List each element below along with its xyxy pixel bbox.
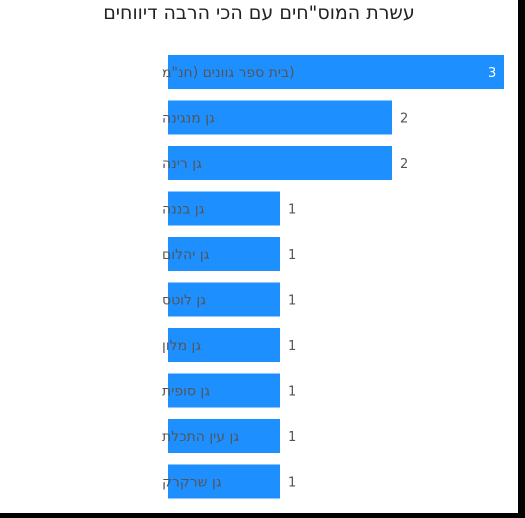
category-label-9: גן עין התכלת (162, 429, 239, 445)
bar-1[interactable] (168, 55, 504, 89)
value-label-2: 2 (400, 112, 408, 127)
value-label-1: 3 (488, 66, 496, 81)
chart-title: עשרת המוס"חים עם הכי הרבה דיווחים (103, 2, 415, 24)
value-label-8: 1 (288, 385, 296, 400)
value-label-6: 1 (288, 294, 296, 309)
bar-10[interactable] (168, 464, 280, 499)
bar-9[interactable] (168, 419, 280, 453)
chart-frame: עשרת המוס"חים עם הכי הרבה דיווחים (בית ס… (0, 0, 518, 513)
value-label-3: 2 (400, 157, 408, 172)
category-label-4: גן בננה (162, 202, 205, 218)
bar-2[interactable] (168, 100, 392, 135)
bar-chart: (בית ספר גוונים (חנ"מ 3 גן מנגינה 2 גן רינה 2… (162, 55, 504, 499)
category-label-7: גן מלון (162, 338, 201, 354)
bar-8[interactable] (168, 373, 280, 408)
bar-5[interactable] (168, 237, 280, 271)
bar-3[interactable] (168, 146, 392, 180)
category-label-3: גן רינה (162, 156, 202, 172)
category-label-1: (בית ספר גוונים (חנ"מ (162, 65, 295, 81)
value-label-4: 1 (288, 203, 296, 218)
category-label-6: גן לוטס (162, 293, 206, 309)
bar-6[interactable] (168, 282, 280, 317)
value-label-5: 1 (288, 248, 296, 263)
bar-7[interactable] (168, 328, 280, 362)
value-label-9: 1 (288, 430, 296, 445)
value-label-10: 1 (288, 476, 296, 491)
bar-4[interactable] (168, 191, 280, 226)
category-label-8: גן סופית (162, 384, 210, 400)
category-label-2: גן מנגינה (162, 111, 215, 127)
category-label-5: גן יהלום (162, 247, 210, 263)
value-label-7: 1 (288, 339, 296, 354)
category-label-10: גן שרקרק (162, 475, 222, 491)
